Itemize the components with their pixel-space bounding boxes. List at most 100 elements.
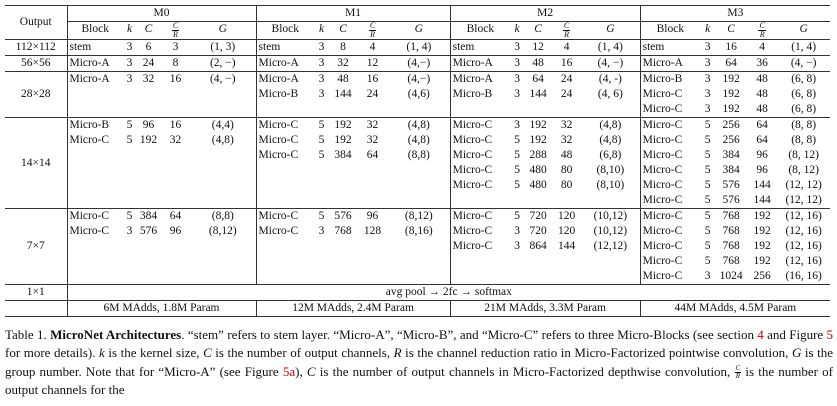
caption-label: Table 1.	[5, 327, 47, 342]
symbol-g: G	[791, 345, 802, 361]
channels-cell-value: 720	[529, 210, 547, 222]
stage-row: 14×14 Micro-B Micro-C 5 5 96 192 16 32 (4,4) (4,8)…	[5, 117, 831, 209]
channels-cell-value: 768	[722, 255, 740, 267]
kernel-cell-value: 5	[126, 134, 133, 146]
output-size-cell: 1×1	[5, 284, 67, 301]
group-cell: (8, 8) (8, 8) (8, 12) (8, 12) (12, 12) (12, 1…	[777, 117, 831, 209]
channels-cell-value: 384	[139, 210, 158, 222]
architecture-table: Output M0 M1 M2 M3 Block k C C R G Block k C C R G B…	[5, 5, 831, 317]
output-size-cell: 14×14	[5, 117, 67, 209]
group-cell: (8,12) (8,16)	[388, 208, 451, 285]
channels-cell-value: 576	[722, 194, 740, 206]
group-cell-value: (8, 12)	[788, 164, 819, 176]
caption-text: is the number of output channels,	[211, 345, 394, 361]
figure-5a-ref-link[interactable]: 5a	[282, 363, 296, 379]
channels-cell-value: 720	[529, 225, 547, 237]
group-cell: (4, −)	[190, 71, 257, 118]
reduced-channels-cell: 96 128	[357, 208, 389, 285]
reduced-channels-cell-value: 192	[753, 210, 771, 222]
kernel-cell-value: 5	[318, 134, 325, 146]
reduced-channels-cell-value: 16	[169, 119, 182, 131]
section-ref-link[interactable]: 4	[757, 327, 764, 342]
kernel-cell-value: 3	[514, 41, 520, 53]
group-cell-value: (1, 3)	[210, 41, 236, 53]
kernel-cell-value: 3	[704, 73, 711, 85]
block-header-label: Block	[466, 23, 495, 35]
channels-cell-value: 256	[722, 119, 740, 131]
channels-cell-value: 768	[722, 225, 740, 237]
group-cell: (6, 8) (6, 8) (6, 8)	[777, 71, 831, 118]
group-cell: (4,4) (4,8)	[190, 117, 257, 209]
kernel-cell-value: 3	[704, 88, 711, 100]
reduced-channels-cell-value: 64	[756, 134, 768, 146]
block-cell: Micro-C Micro-C Micro-C Micro-C Micro-C	[639, 208, 701, 285]
block-cell-value: Micro-C	[642, 270, 683, 282]
c-header: C	[524, 21, 553, 40]
kernel-cell: 3	[123, 39, 136, 56]
group-cell-value: (8, 8)	[791, 119, 817, 131]
channels-cell-value: 144	[334, 88, 352, 100]
reduced-channels-cell-value: 32	[366, 134, 379, 146]
group-cell-value: (4, −)	[209, 73, 236, 85]
block-cell-value: Micro-C	[642, 134, 683, 146]
block-cell: Micro-C Micro-C Micro-C Micro-C Micro-C Micro…	[639, 117, 701, 209]
kernel-cell-value: 5	[704, 119, 711, 131]
block-cell-value: Micro-C	[642, 88, 683, 100]
reduced-channels-cell: 32 32 64	[357, 117, 389, 209]
g-header-label: G	[799, 23, 808, 35]
group-cell: (8,8) (8,12)	[190, 208, 257, 285]
channels-cell: 192 192 192	[715, 71, 748, 118]
group-cell-value: (8,16)	[404, 225, 433, 237]
kernel-cell-value: 5	[514, 134, 520, 146]
c-header: C	[715, 21, 748, 40]
block-cell: Micro-A Micro-B	[255, 71, 315, 118]
reduced-channels-cell-value: 48	[756, 73, 768, 85]
block-cell: Micro-C Micro-C	[66, 208, 123, 285]
kernel-cell-value: 3	[318, 41, 325, 53]
output-size-cell: 112×112	[5, 39, 67, 56]
table-container: Output M0 M1 M2 M3 Block k C C R G Block k C C R G B…	[5, 5, 831, 317]
group-cell-value: (6, 8)	[791, 103, 817, 115]
reduced-channels-cell-value: 256	[753, 270, 771, 282]
kernel-cell-value: 3	[318, 225, 325, 237]
kernel-cell-value: 3	[126, 41, 133, 53]
kernel-cell-value: 5	[318, 119, 325, 131]
block-cell-value: Micro-C	[69, 225, 110, 237]
block-cell-value: Micro-C	[452, 119, 493, 131]
reduced-channels-cell-value: 36	[756, 57, 768, 69]
group-cell-value: (8,10)	[596, 164, 625, 176]
output-size-cell: 28×28	[5, 71, 67, 118]
reduced-channels-cell-value: 4	[759, 41, 766, 53]
k-header-label: k	[705, 23, 711, 35]
g-header: G	[777, 21, 831, 40]
reduced-channels-cell: 24 24	[552, 71, 582, 118]
block-cell-value: Micro-A	[642, 57, 683, 69]
channels-cell: 32	[329, 55, 358, 72]
kernel-cell-value: 3	[126, 225, 133, 237]
symbol-k: k	[99, 345, 105, 361]
caption-text: and Figure	[763, 327, 827, 342]
group-cell: (4,8) (4,8) (6,8) (8,10) (8,10)	[581, 117, 641, 209]
stage-row: 112×112 stem 3 6 3 (1, 3) stem 3 8 4 (1, 4) stem 3 12…	[5, 39, 831, 56]
group-cell-value: (8, 12)	[788, 149, 819, 161]
group-cell-value: (6, 8)	[791, 73, 817, 85]
table-caption: Table 1. MicroNet Architectures. “stem” …	[5, 326, 833, 399]
final-op-cell: avg pool → 2fc → softmax	[66, 284, 831, 301]
block-cell-value: Micro-C	[452, 179, 493, 191]
block-cell: Micro-A	[449, 55, 511, 72]
reduced-channels-cell-value: 96	[366, 210, 379, 222]
reduced-channels-cell-value: 144	[753, 179, 771, 191]
k-header: k	[314, 21, 330, 40]
reduced-channels-cell-value: 12	[366, 57, 379, 69]
channels-cell-value: 768	[722, 210, 740, 222]
g-header-label: G	[414, 23, 423, 35]
block-cell-value: Micro-C	[452, 134, 493, 146]
reduced-channels-cell-value: 8	[172, 57, 179, 69]
group-cell-value: (16, 16)	[785, 270, 822, 282]
kernel-cell-value: 3	[704, 270, 711, 282]
figure-ref-link[interactable]: 5	[826, 327, 834, 342]
block-cell-value: Micro-A	[258, 57, 299, 69]
kernel-cell-value: 5	[704, 194, 711, 206]
